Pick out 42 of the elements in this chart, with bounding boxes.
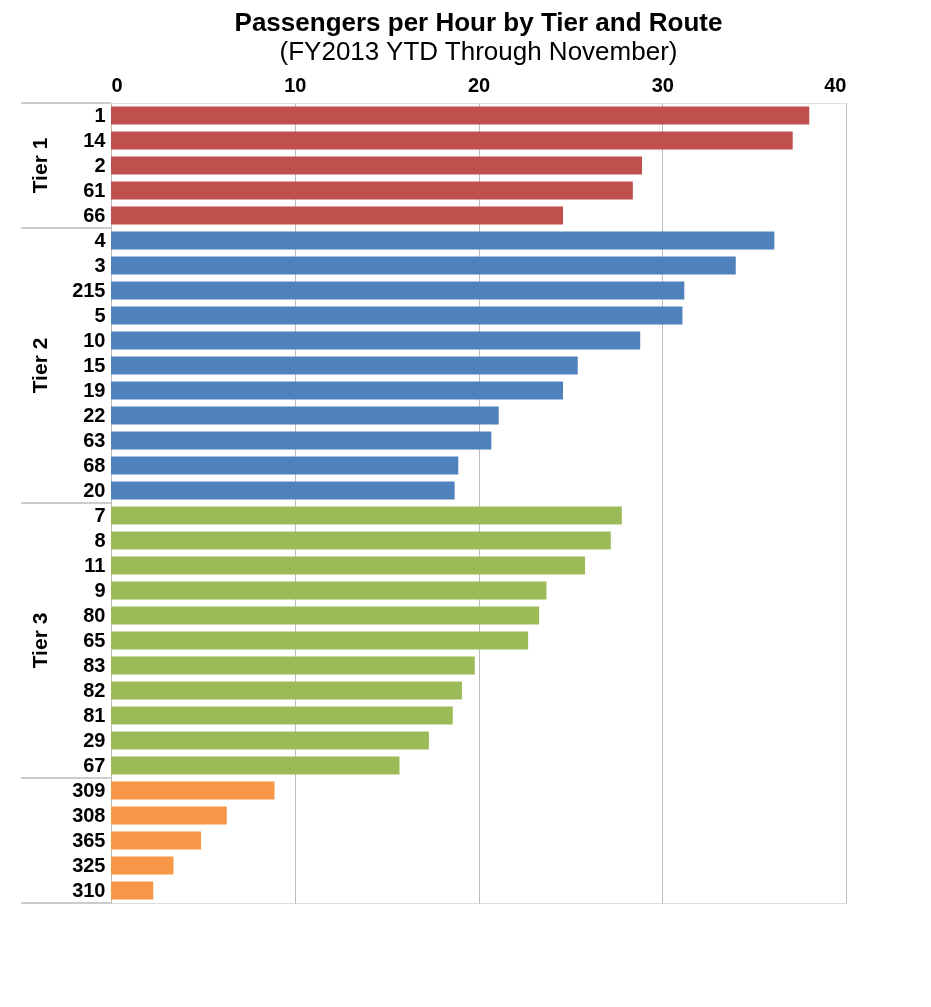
y-tick-label: 310 (72, 878, 106, 901)
y-tick-label: 19 (83, 378, 106, 401)
chart-title: Passengers per Hour by Tier and Route (234, 7, 723, 37)
y-tick-label: 67 (83, 753, 106, 776)
y-tick-label: 65 (83, 628, 106, 651)
x-tick-label: 0 (111, 73, 123, 96)
y-tick-label: 63 (83, 428, 106, 451)
y-tick-label: 80 (83, 603, 106, 626)
y-tick-label: 308 (72, 803, 106, 826)
text: Tier 1 (28, 137, 51, 194)
x-tick-label: 30 (651, 73, 674, 96)
text: Tier 3 (28, 612, 51, 669)
y-tick-label: 61 (83, 178, 106, 201)
y-tick-label: 82 (83, 678, 106, 701)
y-tick-label: 7 (94, 503, 106, 526)
x-tick-label: 20 (467, 73, 491, 96)
text: Tier 2 (28, 337, 51, 394)
y-tick-label: 10 (83, 328, 106, 351)
chart-subtitle: (FY2013 YTD Through November) (279, 36, 678, 66)
y-tick-label: 309 (72, 778, 106, 801)
x-tick-label: 40 (824, 73, 847, 96)
y-tick-label: 66 (83, 203, 106, 226)
y-tick-label: 11 (84, 553, 106, 576)
y-tick-label: 81 (83, 703, 106, 726)
y-tick-label: 29 (83, 728, 106, 751)
y-tick-label: 2 (94, 153, 106, 176)
y-tick-label: 5 (94, 303, 106, 326)
y-tick-label: 22 (83, 403, 106, 426)
y-tick-label: 14 (83, 128, 107, 151)
y-tick-label: 1 (94, 103, 106, 126)
y-tick-label: 4 (94, 228, 107, 251)
y-tick-label: 365 (72, 828, 106, 851)
y-tick-label: 8 (94, 528, 106, 551)
y-tick-label: 15 (83, 353, 106, 376)
y-tick-label: 83 (83, 653, 106, 676)
y-tick-label: 20 (83, 478, 106, 501)
y-tick-label: 3 (94, 253, 106, 276)
y-tick-label: 9 (94, 578, 106, 601)
y-tick-label: 215 (72, 278, 106, 301)
y-tick-label: 325 (72, 853, 106, 876)
x-tick-label: 10 (284, 73, 307, 96)
y-tick-label: 68 (83, 453, 106, 476)
